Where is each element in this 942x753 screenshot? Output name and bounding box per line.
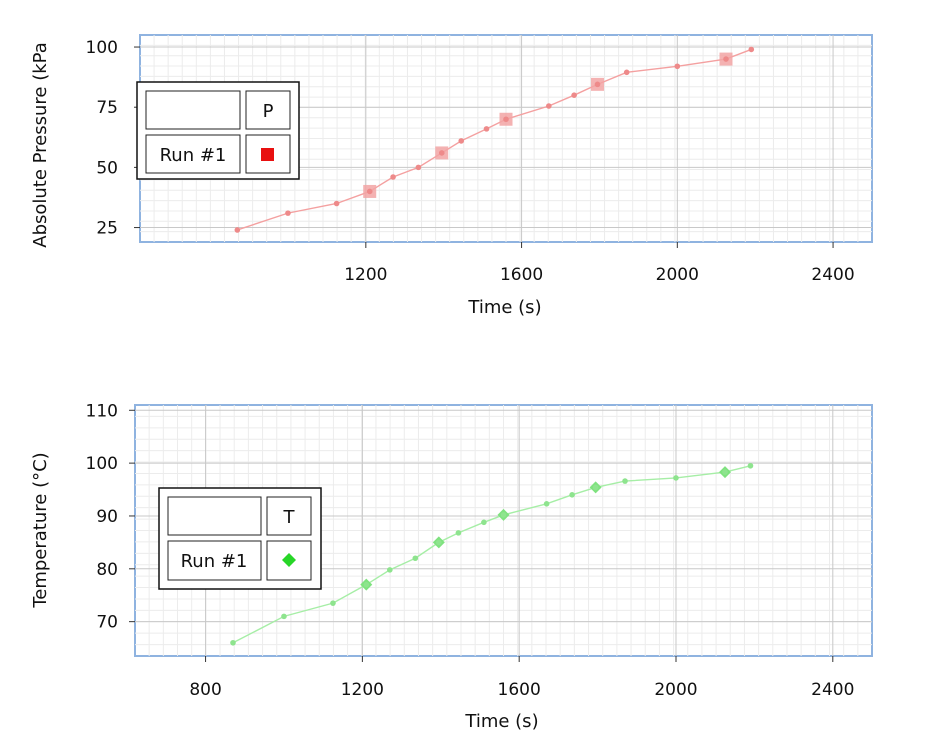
temperature-series xyxy=(230,462,754,646)
temperature-x-tick-label: 2400 xyxy=(811,680,854,700)
temperature-data-point xyxy=(363,581,370,588)
temperature-legend: T Run #1 xyxy=(158,487,322,590)
temperature-data-point xyxy=(436,539,442,546)
temperature-legend-header-cell xyxy=(266,496,312,536)
pressure-x-tick-label: 1600 xyxy=(500,265,543,285)
temperature-y-tick-label: 70 xyxy=(96,613,118,633)
pressure-x-ticks: 1200 1600 2000 2400 xyxy=(344,242,855,285)
temperature-x-tick-label: 1600 xyxy=(498,680,541,700)
pressure-chart: 25 50 75 100 1200 1600 2000 2400 Time (s) Abso… xyxy=(30,34,873,318)
pressure-data-point xyxy=(458,138,465,144)
temperature-data-point xyxy=(455,530,462,536)
temperature-y-tick-label: 90 xyxy=(96,507,118,527)
pressure-x-tick-label: 1200 xyxy=(344,265,387,285)
pressure-data-point xyxy=(594,81,601,88)
pressure-data-point xyxy=(483,126,490,132)
temperature-y-axis-title: Temperature (°C) xyxy=(30,452,51,608)
pressure-data-point xyxy=(546,103,552,109)
temperature-data-point xyxy=(387,567,393,573)
temperature-data-point xyxy=(543,501,550,507)
temperature-x-ticks: 800 1200 1600 2000 2400 xyxy=(189,656,854,700)
pressure-data-point xyxy=(674,63,681,70)
pressure-legend-header: P xyxy=(263,101,274,122)
pressure-x-tick-label: 2400 xyxy=(811,265,854,285)
temperature-legend-run-label: Run #1 xyxy=(181,551,248,572)
pressure-data-point xyxy=(390,174,396,180)
pressure-legend-blank-cell xyxy=(145,90,241,130)
pressure-legend-run-label: Run #1 xyxy=(160,145,227,166)
pressure-y-tick-label: 25 xyxy=(96,219,118,239)
pressure-data-point xyxy=(438,150,445,156)
temperature-data-point xyxy=(481,519,487,526)
pressure-y-tick-label: 100 xyxy=(86,38,118,58)
pressure-legend: P Run #1 xyxy=(136,81,300,180)
pressure-legend-header-cell xyxy=(245,90,291,130)
temperature-legend-run-cell xyxy=(167,540,262,581)
pressure-series xyxy=(234,46,755,233)
temperature-data-point xyxy=(412,555,419,562)
temperature-data-point xyxy=(569,492,575,498)
pressure-data-point xyxy=(415,164,422,171)
temperature-legend-blank-cell xyxy=(167,496,262,536)
pressure-data-point xyxy=(503,116,509,123)
temperature-y-tick-label: 110 xyxy=(86,401,118,421)
temperature-data-point xyxy=(281,613,287,620)
pressure-x-tick-label: 2000 xyxy=(656,265,699,285)
pressure-legend-run-cell xyxy=(145,134,241,174)
pressure-data-point xyxy=(234,227,241,233)
temperature-x-tick-label: 800 xyxy=(189,680,221,700)
temperature-y-tick-label: 100 xyxy=(86,454,118,474)
temperature-data-point xyxy=(230,639,236,646)
pressure-grid xyxy=(140,35,872,242)
pressure-y-tick-label: 50 xyxy=(96,158,118,178)
temperature-data-point xyxy=(592,484,599,491)
pressure-data-point xyxy=(748,46,755,53)
temperature-x-tick-label: 2000 xyxy=(654,680,697,700)
pressure-y-axis-title: Absolute Pressure (kPa xyxy=(30,42,51,248)
temperature-x-axis-title: Time (s) xyxy=(464,711,538,732)
pressure-x-axis-title: Time (s) xyxy=(467,297,541,318)
temperature-data-point xyxy=(722,469,728,475)
temperature-legend-header: T xyxy=(283,507,296,528)
pressure-y-ticks: 25 50 75 100 xyxy=(86,38,140,239)
pressure-data-point xyxy=(285,210,291,216)
pressure-data-point xyxy=(623,69,630,76)
temperature-y-tick-label: 80 xyxy=(96,560,118,580)
pressure-data-point xyxy=(571,92,577,98)
temperature-chart: 70 80 90 100 110 800 1200 1600 2000 2400 Time (s… xyxy=(30,401,873,732)
pressure-data-point xyxy=(723,56,729,62)
pressure-data-point xyxy=(333,200,340,207)
pressure-y-tick-label: 75 xyxy=(96,98,118,118)
temperature-data-point xyxy=(673,475,679,481)
temperature-y-ticks: 70 80 90 100 110 xyxy=(86,401,135,633)
temperature-data-point xyxy=(747,462,754,469)
temperature-x-tick-label: 1200 xyxy=(341,680,384,700)
pressure-data-point xyxy=(366,188,373,195)
pressure-legend-swatch-square xyxy=(261,148,274,161)
temperature-data-point xyxy=(500,512,507,518)
temperature-data-point xyxy=(622,478,628,484)
temperature-legend-swatch-diamond xyxy=(282,553,296,567)
temperature-data-point xyxy=(330,600,336,606)
